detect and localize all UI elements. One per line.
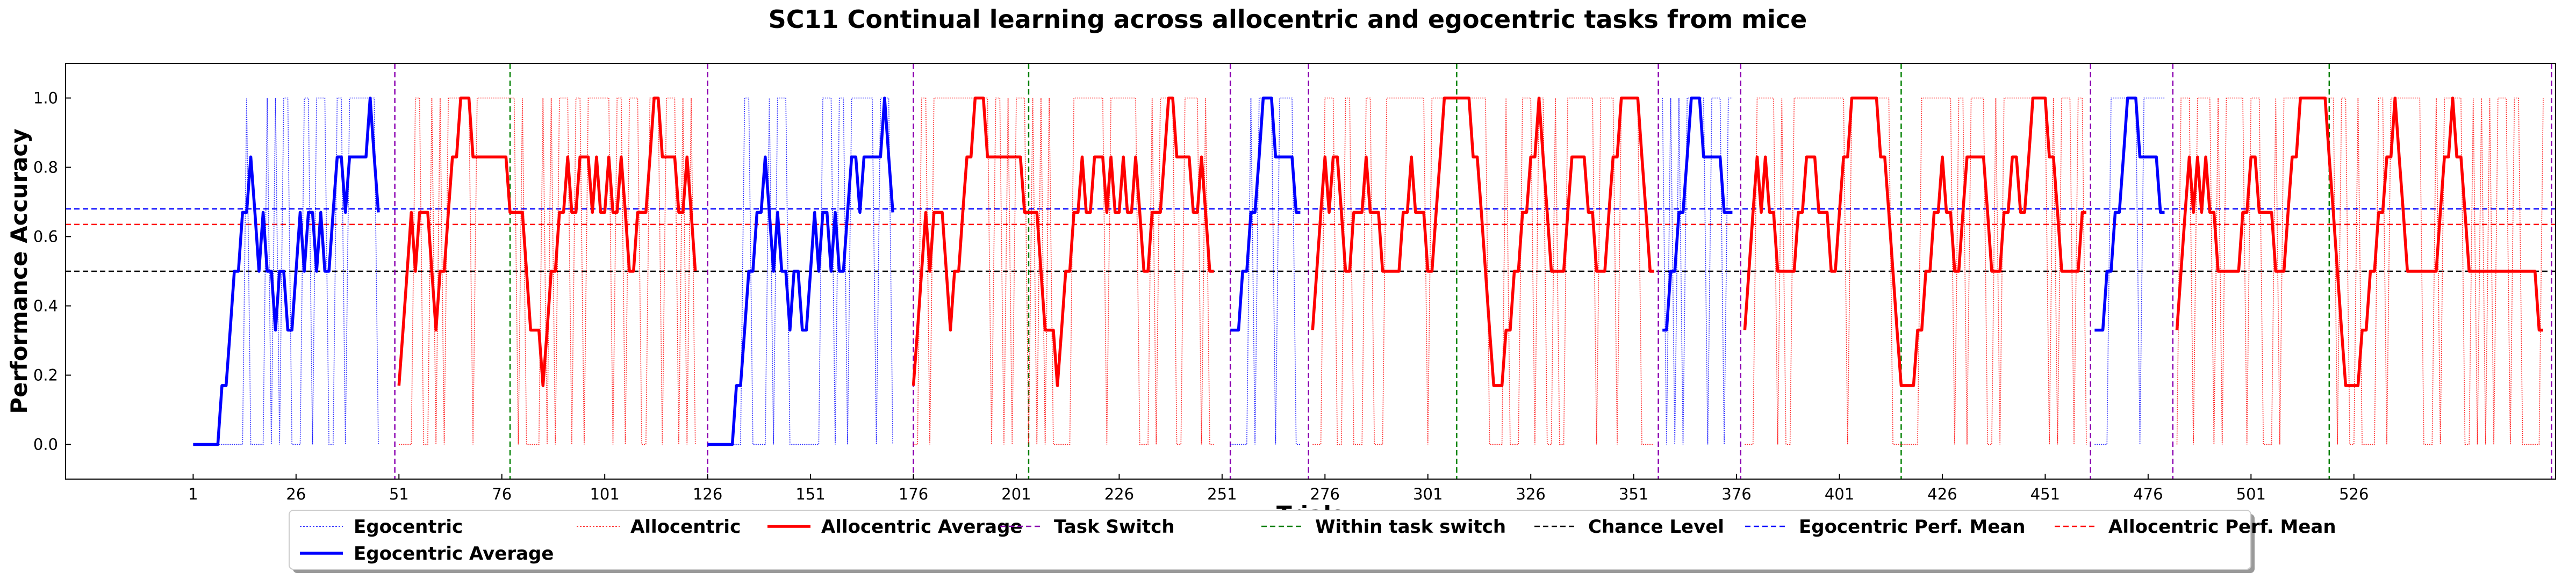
x-tick-label: 201 — [1001, 485, 1031, 503]
x-tick-label: 426 — [1927, 485, 1957, 503]
x-tick-label: 526 — [2339, 485, 2369, 503]
egocentric-average-line — [1662, 96, 1733, 332]
legend-label: Within task switch — [1315, 516, 1506, 538]
legend-label: Allocentric Perf. Mean — [2108, 516, 2336, 538]
x-tick-label: 101 — [590, 485, 619, 503]
y-tick-label: 0.2 — [33, 366, 58, 385]
x-tick-label: 451 — [2030, 485, 2060, 503]
allocentric-average-line — [912, 96, 1214, 387]
x-tick-label: 501 — [2236, 485, 2266, 503]
egocentric-trial-trace — [2094, 97, 2165, 445]
x-tick-label: 226 — [1104, 485, 1134, 503]
x-tick-label: 351 — [1619, 485, 1648, 503]
x-tick-label: 26 — [286, 485, 306, 503]
y-axis-label: Performance Accuracy — [6, 128, 32, 414]
x-tick-label: 301 — [1413, 485, 1443, 503]
egocentric-average-line — [1230, 96, 1301, 332]
x-tick-label: 476 — [2133, 485, 2163, 503]
x-tick-label: 176 — [899, 485, 928, 503]
legend-label: Egocentric — [354, 516, 463, 538]
egocentric-trial-trace — [193, 97, 379, 445]
egocentric-average-line — [193, 96, 380, 446]
x-tick-label: 51 — [389, 485, 409, 503]
plot-lines — [193, 96, 2544, 446]
y-tick-label: 0.0 — [33, 436, 58, 454]
x-tick-label: 326 — [1516, 485, 1546, 503]
legend-label: Chance Level — [1588, 516, 1724, 538]
plot-frame — [65, 63, 2556, 480]
x-tick-label: 126 — [693, 485, 722, 503]
legend-label: Egocentric Perf. Mean — [1799, 516, 2025, 538]
legend-label: Allocentric Average — [821, 516, 1023, 538]
x-tick-label: 401 — [1825, 485, 1854, 503]
legend-label: Task Switch — [1054, 516, 1175, 538]
y-tick-label: 0.4 — [33, 297, 58, 315]
legend-label: Allocentric — [630, 516, 741, 538]
legend-label: Egocentric Average — [354, 543, 554, 564]
y-tick-label: 0.6 — [33, 228, 58, 246]
allocentric-trial-trace — [399, 97, 696, 445]
allocentric-average-line — [2175, 96, 2543, 387]
x-tick-label: 376 — [1721, 485, 1751, 503]
x-tick-label: 1 — [188, 485, 198, 503]
egocentric-average-line — [707, 96, 894, 446]
chart-title: SC11 Continual learning across allocentr… — [769, 5, 1807, 34]
egocentric-average-line — [2094, 96, 2165, 332]
legend: Egocentric Allocentric Allocentric Average… — [289, 510, 2336, 573]
allocentric-trial-trace — [1745, 97, 2087, 445]
y-tick-label: 0.8 — [33, 158, 58, 177]
allocentric-trial-trace — [913, 97, 1214, 445]
x-tick-label: 151 — [795, 485, 825, 503]
x-tick-label: 251 — [1207, 485, 1237, 503]
allocentric-average-line — [1743, 96, 2086, 387]
axis-ticks: 1 26 51 76 101 126 151 176 201 226 251 276 301 326 351… — [33, 89, 2369, 504]
y-tick-label: 1.0 — [33, 89, 58, 107]
allocentric-average-line — [1311, 96, 1654, 387]
egocentric-trial-trace — [707, 97, 893, 445]
allocentric-trial-trace — [1312, 97, 1654, 445]
x-tick-label: 76 — [492, 485, 512, 503]
allocentric-average-line — [397, 96, 697, 387]
x-tick-label: 276 — [1310, 485, 1340, 503]
